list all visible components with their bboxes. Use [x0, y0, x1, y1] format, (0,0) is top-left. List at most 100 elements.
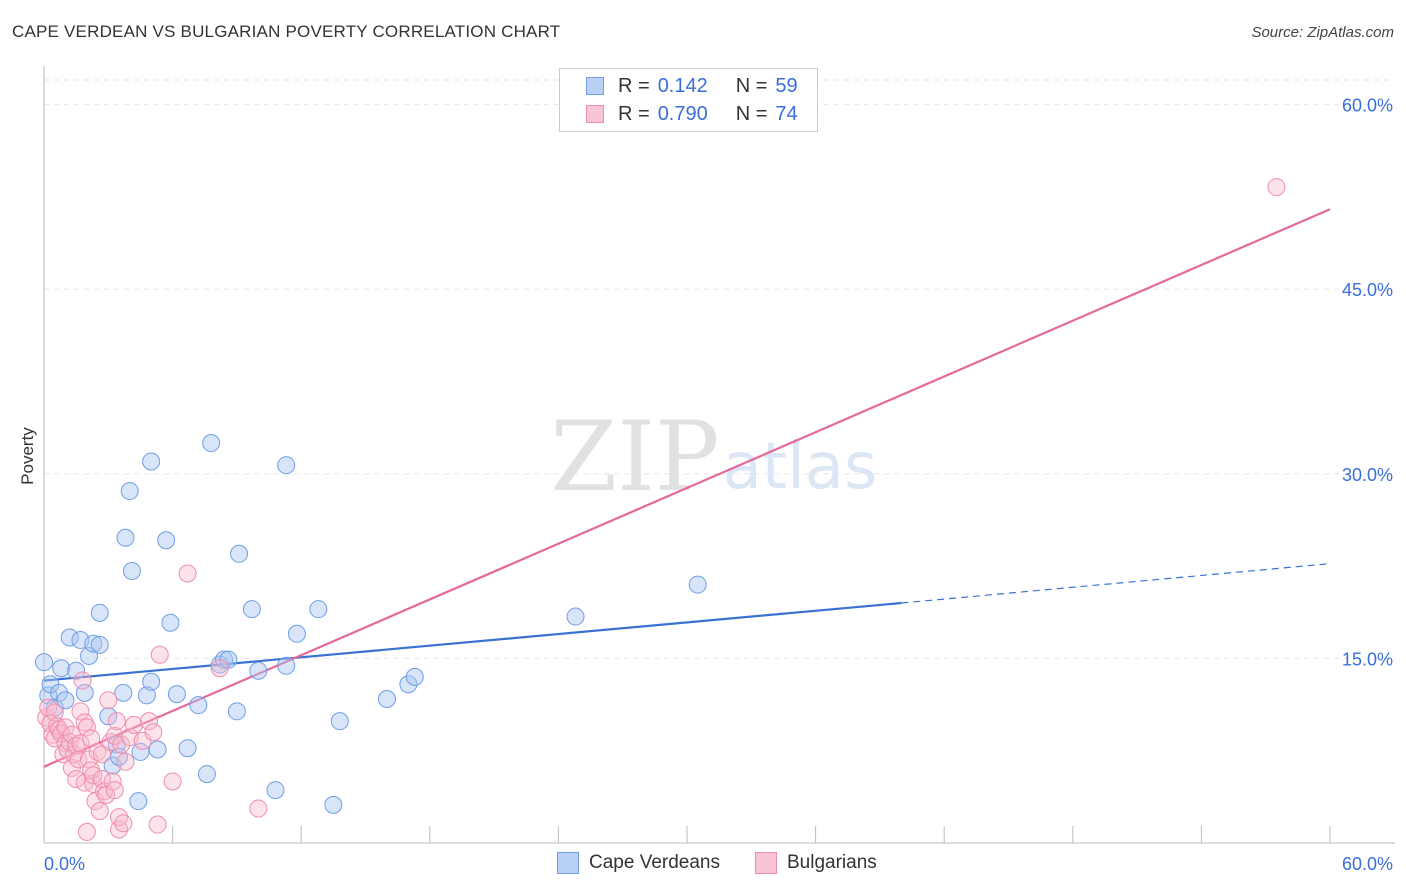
point-cape-verdean — [399, 675, 418, 694]
point-cape-verdean — [60, 628, 79, 647]
point-cape-verdean — [287, 624, 306, 643]
point-bulgarian — [92, 745, 111, 764]
point-cape-verdean — [50, 683, 69, 702]
x-tick-label: 0.0% — [44, 854, 85, 874]
point-bulgarian — [73, 671, 92, 690]
point-cape-verdean — [137, 686, 156, 705]
point-bulgarian — [1267, 178, 1286, 197]
point-bulgarian — [249, 799, 268, 818]
legend-label: Bulgarians — [787, 852, 877, 873]
legend-r-value: 0.142 — [657, 74, 708, 97]
point-cape-verdean — [114, 683, 133, 702]
point-cape-verdean — [148, 740, 167, 759]
point-cape-verdean — [277, 456, 296, 475]
data-points — [35, 178, 1286, 841]
point-cape-verdean — [178, 739, 197, 758]
source-note: Source: ZipAtlas.com — [1251, 24, 1394, 41]
point-cape-verdean — [90, 603, 109, 622]
gridlines — [44, 79, 1395, 659]
point-bulgarian — [69, 750, 88, 769]
point-bulgarian — [84, 766, 103, 785]
point-cape-verdean — [215, 650, 234, 669]
trend-line-extension-cape-verdeans — [901, 563, 1331, 604]
watermark-zip: ZIP — [550, 401, 719, 513]
point-cape-verdean — [142, 452, 161, 471]
point-cape-verdean — [242, 600, 261, 619]
point-cape-verdean — [688, 575, 707, 594]
point-cape-verdean — [116, 528, 135, 547]
legend-label: Cape Verdeans — [589, 852, 720, 873]
point-cape-verdean — [309, 600, 328, 619]
point-cape-verdean — [122, 562, 141, 581]
point-cape-verdean — [99, 707, 118, 726]
point-cape-verdean — [202, 434, 221, 453]
y-tick-label: 15.0% — [1342, 649, 1393, 669]
point-bulgarian — [116, 752, 135, 771]
trend-lines — [43, 208, 1331, 768]
point-cape-verdean — [161, 613, 180, 632]
legend-r-value: 0.790 — [657, 102, 708, 125]
point-cape-verdean — [377, 690, 396, 709]
point-cape-verdean — [189, 696, 208, 715]
point-cape-verdean — [120, 482, 139, 501]
point-bulgarian — [71, 734, 90, 753]
y-tick-label: 60.0% — [1342, 96, 1393, 116]
point-bulgarian — [107, 712, 126, 731]
point-bulgarian — [99, 691, 118, 710]
legend-n-value: 59 — [775, 74, 798, 97]
bottom-legend-bulgarians[interactable]: Bulgarians — [755, 852, 877, 874]
point-bulgarian — [67, 770, 86, 789]
legend-r-label: R = — [618, 74, 650, 97]
axes — [43, 66, 1395, 844]
point-cape-verdean — [249, 661, 268, 680]
point-bulgarian — [77, 718, 96, 737]
point-cape-verdean — [35, 653, 53, 672]
point-cape-verdean — [90, 635, 109, 654]
y-tick-label: 45.0% — [1342, 280, 1393, 300]
legend-swatch-pink — [755, 852, 777, 874]
point-cape-verdean — [227, 702, 246, 721]
stats-legend: R = 0.142 N = 59 R = 0.790 N = 74 — [559, 68, 818, 132]
legend-swatch-blue — [586, 77, 604, 95]
point-cape-verdean — [67, 661, 86, 680]
point-cape-verdean — [56, 691, 75, 710]
point-bulgarian — [178, 564, 197, 583]
point-cape-verdean — [52, 659, 71, 678]
legend-n-label: N = — [735, 74, 768, 97]
point-bulgarian — [140, 712, 159, 731]
point-bulgarian — [150, 645, 169, 664]
point-bulgarian — [56, 718, 75, 737]
point-cape-verdean — [405, 667, 424, 686]
legend-swatch-blue — [557, 852, 579, 874]
point-bulgarian — [45, 703, 64, 722]
point-cape-verdean — [129, 792, 148, 811]
point-bulgarian — [125, 715, 144, 734]
legend-n-value: 74 — [775, 102, 798, 125]
watermark: ZIP atlas — [550, 401, 877, 513]
point-bulgarian — [105, 781, 124, 800]
legend-r-label: R = — [618, 102, 650, 125]
point-cape-verdean — [167, 685, 186, 704]
legend-swatch-pink — [586, 105, 604, 123]
point-cape-verdean — [324, 795, 343, 814]
point-cape-verdean — [330, 712, 349, 731]
point-cape-verdean — [197, 765, 216, 784]
point-bulgarian — [148, 815, 167, 834]
watermark-atlas: atlas — [723, 430, 878, 504]
tick-labels: 15.0% 30.0% 45.0% 60.0% 0.0% 60.0% — [44, 96, 1393, 874]
y-tick-label: 30.0% — [1342, 465, 1393, 485]
point-bulgarian — [144, 723, 163, 742]
point-cape-verdean — [142, 672, 161, 691]
point-bulgarian — [90, 802, 109, 821]
point-bulgarian — [163, 772, 182, 791]
point-cape-verdean — [266, 781, 285, 800]
legend-row-cape-verdeans: R = 0.142 N = 59 — [586, 74, 798, 98]
x-tick-label: 60.0% — [1342, 854, 1393, 874]
point-cape-verdean — [277, 656, 296, 675]
bottom-legend-cape-verdeans[interactable]: Cape Verdeans — [557, 852, 720, 874]
point-cape-verdean — [230, 544, 249, 563]
point-cape-verdean — [566, 607, 585, 626]
point-bulgarian — [71, 702, 90, 721]
point-bulgarian — [210, 659, 229, 678]
